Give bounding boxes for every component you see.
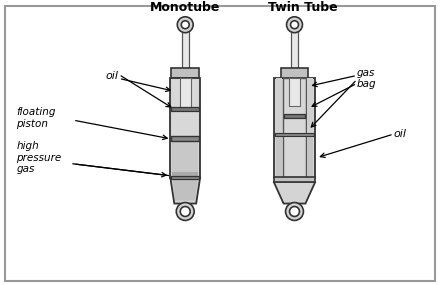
Bar: [275, 133, 314, 136]
Circle shape: [290, 21, 298, 29]
Bar: [308, 134, 313, 176]
Bar: [274, 78, 315, 178]
Bar: [170, 78, 200, 178]
Circle shape: [286, 17, 302, 33]
Bar: [291, 29, 298, 68]
Polygon shape: [172, 172, 198, 179]
Bar: [182, 29, 189, 68]
Polygon shape: [170, 178, 200, 203]
Circle shape: [177, 17, 193, 33]
Text: Twin Tube: Twin Tube: [268, 1, 337, 14]
Polygon shape: [172, 179, 198, 201]
Bar: [172, 80, 198, 137]
Bar: [274, 177, 315, 182]
Bar: [275, 78, 282, 134]
Circle shape: [286, 203, 304, 220]
Text: oil: oil: [394, 129, 407, 139]
Text: gas
bag: gas bag: [357, 68, 377, 89]
Circle shape: [290, 207, 300, 216]
Text: oil: oil: [106, 71, 119, 82]
Bar: [171, 136, 199, 141]
Bar: [285, 80, 304, 176]
Circle shape: [181, 21, 189, 29]
Bar: [289, 78, 300, 106]
Bar: [281, 68, 308, 78]
Bar: [180, 78, 191, 108]
Bar: [171, 68, 199, 78]
Circle shape: [176, 203, 194, 220]
Bar: [275, 134, 282, 176]
Bar: [283, 114, 305, 118]
Text: Monotube: Monotube: [150, 1, 220, 14]
Bar: [308, 78, 313, 134]
Bar: [172, 141, 198, 176]
Text: high
pressure
gas: high pressure gas: [16, 141, 62, 174]
Bar: [171, 176, 199, 179]
Circle shape: [180, 207, 190, 216]
Polygon shape: [274, 182, 315, 203]
Text: floating
piston: floating piston: [16, 107, 56, 129]
Bar: [171, 107, 199, 111]
Bar: [282, 78, 306, 178]
